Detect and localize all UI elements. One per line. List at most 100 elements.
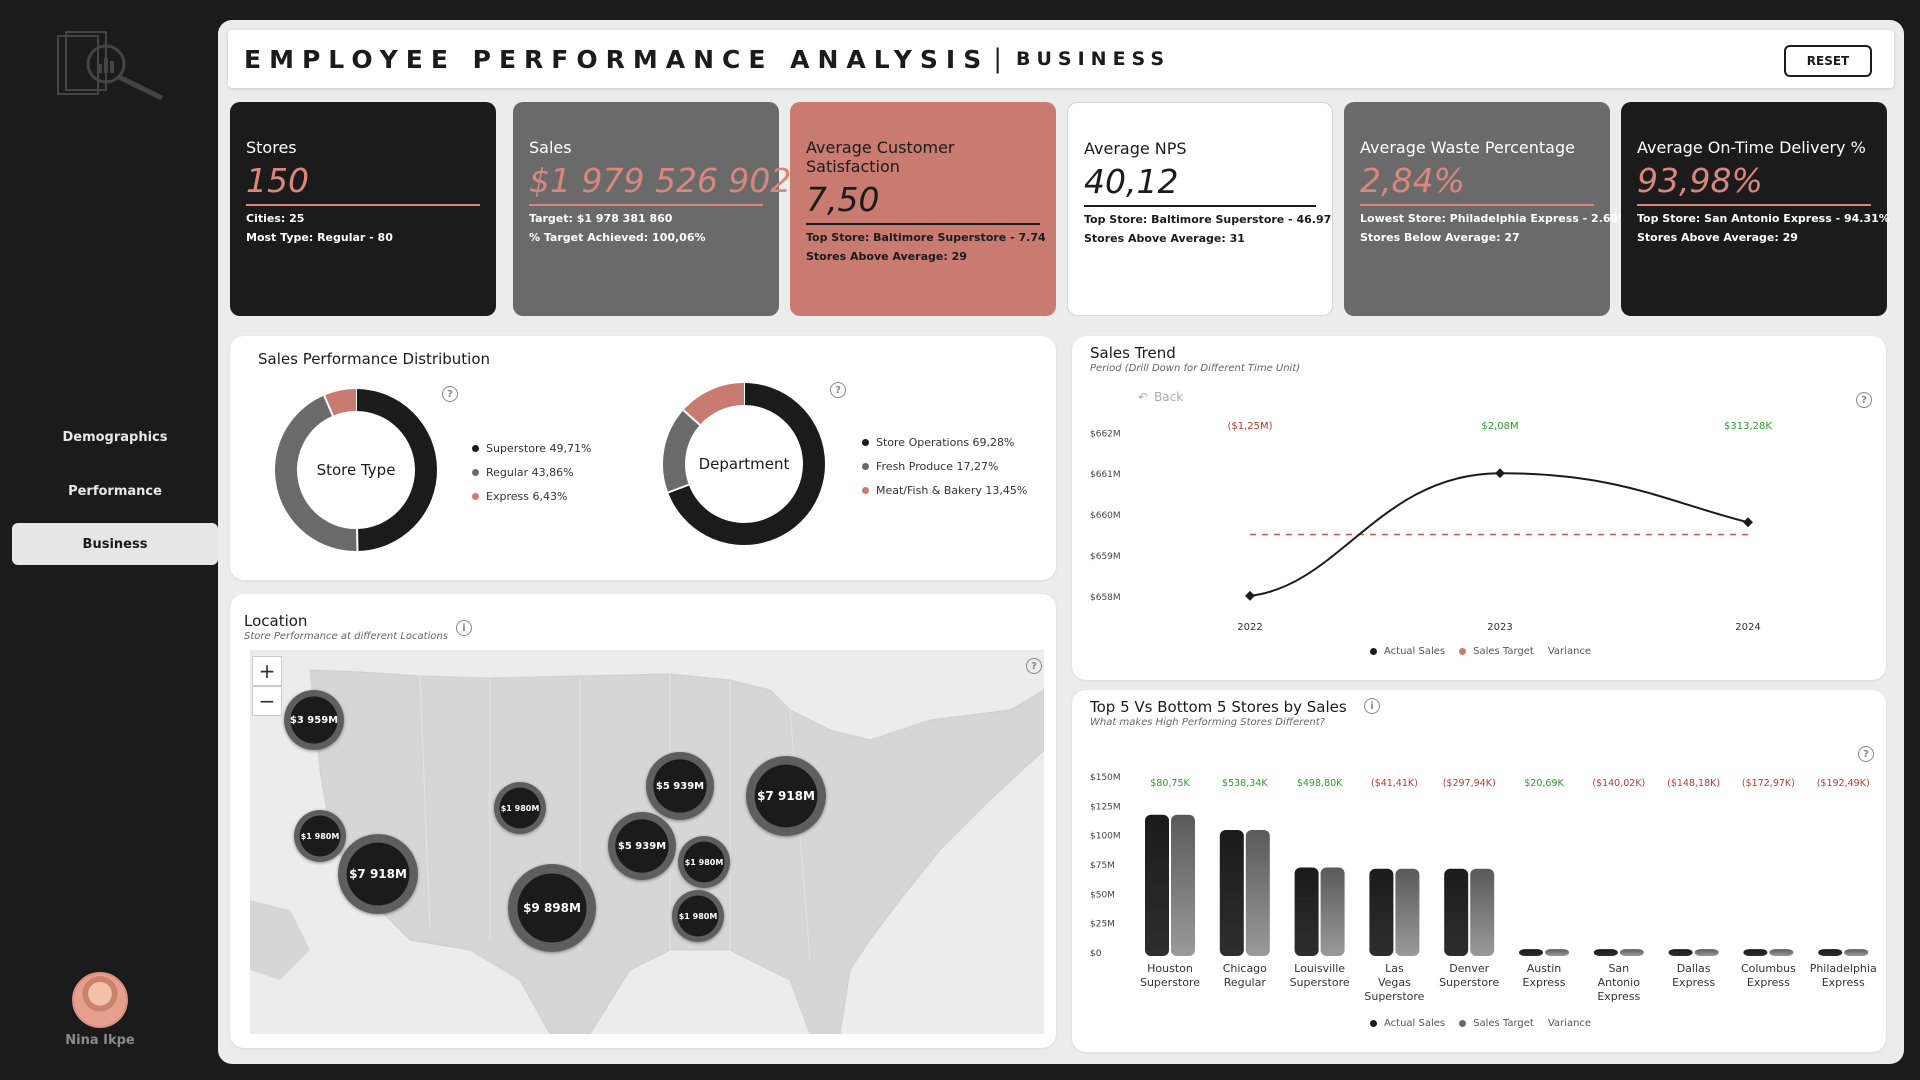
legend-swatch [1370,1020,1377,1027]
store-type-donut[interactable]: Store Type [274,388,438,552]
variance-label: ($1,25M) [1227,421,1272,432]
distribution-title: Sales Performance Distribution [258,350,491,368]
bar-sales-target[interactable] [1245,829,1270,956]
bar-actual-sales[interactable] [1743,949,1768,956]
bubble-label: $1 980M [678,911,718,921]
bar-sales-target[interactable] [1470,868,1495,956]
bar-sales-target[interactable] [1545,949,1569,956]
back-button[interactable]: ↶ Back [1138,390,1183,404]
kpi-card-sales: Sales $1 979 526 902 Target: $1 978 381 … [513,102,791,316]
bar-actual-sales[interactable] [1219,829,1244,956]
legend-swatch [1459,648,1467,655]
help-icon[interactable]: ? [1856,392,1872,408]
kpi-card-customer-satisfaction: Average Customer Satisfaction 7,50 Top S… [790,102,1056,316]
reset-button[interactable]: RESET [1784,45,1872,77]
x-tick-label: San [1608,962,1629,975]
location-bubble[interactable]: $5 939M [608,812,676,880]
kpi-title: Sales [529,138,572,157]
legend-swatch [1459,1020,1467,1027]
legend-label: Variance [1547,646,1592,657]
bubble-label: $1 980M [500,803,540,813]
bar-sales-target[interactable] [1844,949,1869,956]
variance-label: $498,80K [1297,778,1343,789]
kpi-detail: Top Store: Baltimore Superstore - 7.74 [806,231,1046,244]
kpi-title: Stores [246,138,297,157]
donut-slice[interactable] [355,389,437,551]
zoom-out-button[interactable]: − [252,686,282,716]
bar-actual-sales[interactable] [1369,868,1394,956]
info-icon[interactable]: i [1364,698,1380,714]
bar-sales-target[interactable] [1769,949,1794,956]
location-bubble[interactable]: $1 980M [294,810,346,862]
bubble-label: $1 980M [684,857,724,867]
location-bubble[interactable]: $9 898M [508,864,596,952]
donut-slice[interactable] [275,395,358,551]
location-title: Location [244,612,308,630]
bar-actual-sales[interactable] [1593,949,1618,956]
variance-label: ($140,02K) [1592,778,1645,789]
avatar[interactable] [72,972,128,1028]
bar-actual-sales[interactable] [1818,949,1843,956]
help-icon[interactable]: ? [442,386,458,402]
help-icon[interactable]: ? [830,382,846,398]
bar-actual-sales[interactable] [1294,867,1319,956]
nav-performance[interactable]: Performance [68,483,162,499]
user-name: Nina Ikpe [65,1033,135,1048]
donut-slice[interactable] [663,410,701,493]
location-bubble[interactable]: $7 918M [338,834,418,914]
data-point[interactable] [1743,517,1753,528]
top-bottom-chart[interactable]: $150M $125M $100M $75M $50M $25M $0 $80,75K Hous… [1072,690,1886,1010]
location-bubble[interactable]: $1 980M [494,782,546,834]
sales-trend-subtitle: Period (Drill Down for Different Time Un… [1090,363,1301,374]
map-area[interactable]: $3 959M $1 980M $1 980M $7 918M $5 939M $7 91… [250,650,1044,1034]
y-tick-label: $659M [1090,552,1121,562]
nav-business[interactable]: Business [12,523,218,565]
x-tick-label: Las [1385,962,1404,975]
location-bubble[interactable]: $1 980M [672,890,724,942]
location-bubble[interactable]: $1 980M [678,836,730,888]
bar-sales-target[interactable] [1395,868,1420,956]
info-icon[interactable]: i [456,620,472,636]
kpi-value: 7,50 [806,180,1040,225]
help-icon[interactable]: ? [1026,658,1042,674]
bar-actual-sales[interactable] [1668,949,1693,956]
donut-slice[interactable] [324,389,357,416]
department-donut[interactable]: Department [662,382,826,546]
location-bubble[interactable]: $3 959M [284,690,344,750]
bar-actual-sales[interactable] [1444,868,1469,956]
nav-demographics[interactable]: Demographics [62,429,168,445]
bar-sales-target[interactable] [1694,949,1719,956]
legend-swatch [472,445,479,452]
donut-slice[interactable] [683,383,745,426]
x-tick-label: Regular [1224,976,1267,989]
sales-trend-chart[interactable]: $662M $661M $660M $659M $658M 2022 2023 2024 ($1… [1072,336,1886,636]
variance-label: ($192,49K) [1817,778,1870,789]
location-panel: Location Store Performance at different … [230,594,1056,1048]
bar-sales-target[interactable] [1619,949,1644,956]
x-tick-label: Express [1822,976,1865,989]
x-tick-label: Austin [1527,962,1562,975]
analysis-logo-icon [56,30,166,106]
data-point[interactable] [1245,590,1255,601]
sales-trend-title: Sales Trend [1090,344,1176,362]
legend-item: Meat/Fish & Bakery 13,45% [862,484,1027,497]
kpi-title: Average Waste Percentage [1360,138,1575,157]
help-icon[interactable]: ? [1858,746,1874,762]
bar-actual-sales[interactable] [1519,949,1543,956]
kpi-value: 40,12 [1084,162,1316,207]
location-bubble[interactable]: $7 918M [746,756,826,836]
zoom-in-button[interactable]: + [252,656,282,686]
bar-actual-sales[interactable] [1145,814,1169,956]
kpi-detail: Target: $1 978 381 860 [529,212,673,225]
bar-sales-target[interactable] [1171,814,1195,956]
top-bottom-panel: Top 5 Vs Bottom 5 Stores by Sales What m… [1072,690,1886,1052]
bar-sales-target[interactable] [1320,867,1345,956]
legend-label: Variance [1547,1018,1592,1029]
kpi-detail: Lowest Store: Philadelphia Express - 2.6… [1360,212,1630,225]
data-point[interactable] [1495,468,1505,479]
y-tick-label: $0 [1090,949,1102,959]
donut-slice[interactable] [668,383,825,545]
variance-label: $313,28K [1724,421,1772,432]
location-bubble[interactable]: $5 939M [646,752,714,820]
donut-center-label: Store Type [317,461,396,479]
